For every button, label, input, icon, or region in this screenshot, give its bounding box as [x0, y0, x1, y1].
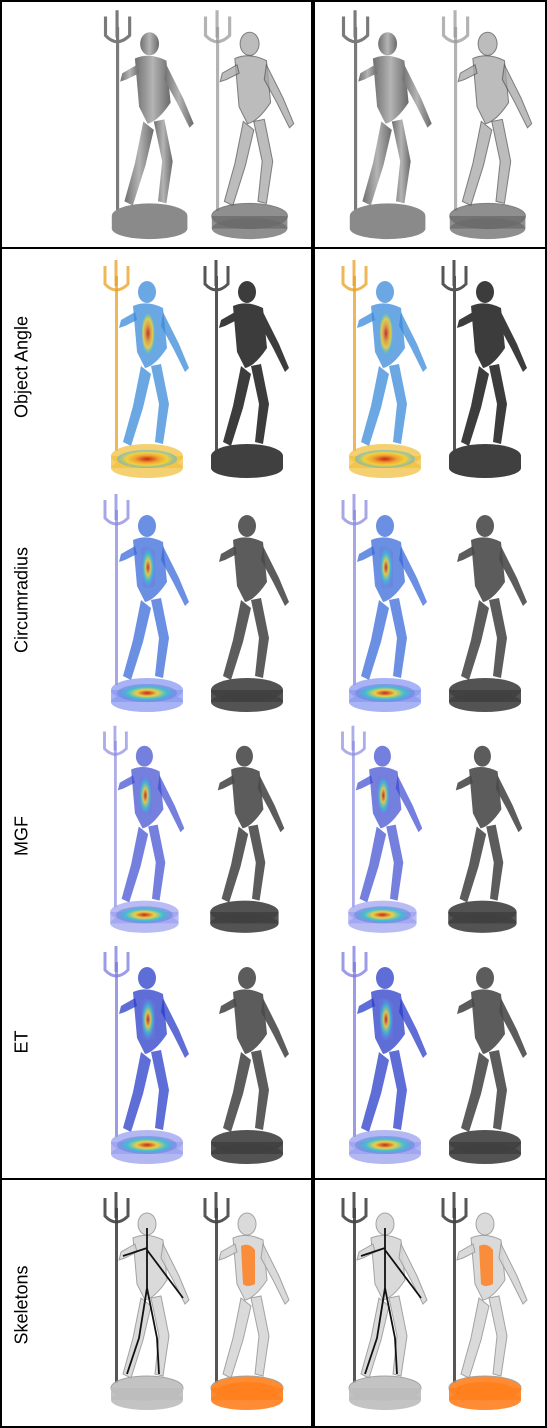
statue-mgf-right-a: [341, 725, 423, 933]
statue-oa-right-b: [441, 260, 527, 478]
statue-sk-right-a: [341, 1192, 428, 1410]
statue-et-left-b: [203, 946, 289, 1164]
statue-oa-left-b: [203, 260, 289, 478]
statue-sk-right-b: [441, 1192, 528, 1410]
statue-oa-right-a: [341, 260, 427, 478]
right-border: [545, 0, 547, 1428]
statue-input-left-b: [203, 10, 295, 240]
statue-et-right-a: [341, 946, 427, 1164]
statue-oa-left-a: [103, 260, 189, 478]
statue-input-right-a: [341, 10, 432, 240]
statue-cr-right-a: [341, 494, 427, 712]
divider-before-skeletons: [0, 1178, 547, 1180]
row-label-object-angle: Object Angle: [11, 315, 32, 419]
statue-mgf-left-a: [103, 725, 185, 933]
row-label-et: ET: [11, 1030, 32, 1054]
row-label-skeletons: Skeletons: [11, 1265, 32, 1345]
skeleton-curve-right: [360, 1228, 422, 1375]
statue-cr-left-a: [103, 494, 189, 712]
bottom-border: [0, 1426, 547, 1428]
statue-input-right-b: [441, 10, 533, 240]
left-border: [0, 0, 2, 1428]
center-divider: [311, 0, 315, 1428]
row-label-circumradius: Circumradius: [11, 546, 32, 654]
statue-et-left-a: [103, 946, 189, 1164]
statue-cr-right-b: [441, 494, 527, 712]
divider-after-input: [0, 247, 547, 249]
statue-input-left-a: [103, 10, 194, 240]
top-border: [0, 0, 547, 2]
statue-mgf-left-b: [203, 725, 285, 933]
statue-cr-left-b: [203, 494, 289, 712]
statue-sk-left-a: [103, 1192, 190, 1410]
statue-mgf-right-b: [441, 725, 523, 933]
statue-et-right-b: [441, 946, 527, 1164]
row-label-mgf: MGF: [11, 816, 32, 856]
skeleton-curve-left: [122, 1228, 184, 1375]
statue-sk-left-b: [203, 1192, 290, 1410]
